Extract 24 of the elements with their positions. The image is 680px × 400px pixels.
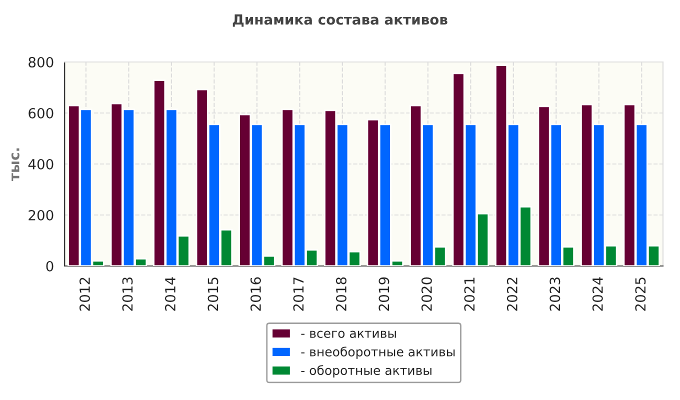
x-tick-label: 2012 — [79, 278, 90, 311]
legend-label: - всего активы — [301, 330, 396, 338]
x-tick-label: 2018 — [336, 277, 346, 311]
x-tick-label: 2024 — [592, 277, 603, 311]
y-tick-label: 800 — [28, 56, 54, 68]
x-tick-label: 2025 — [635, 278, 646, 311]
x-tick-label: 2017 — [293, 278, 304, 311]
x-tick-label: 2019 — [378, 277, 390, 311]
x-tick-label: 2021 — [464, 278, 475, 311]
x-tick-label: 2015 — [208, 278, 218, 311]
x-tick-label: 2023 — [550, 278, 560, 311]
y-tick-label: 600 — [28, 108, 54, 118]
legend-label: - оборотные активы — [301, 365, 432, 378]
y-tick-label: 200 — [28, 210, 54, 220]
y-axis-title: тыс. — [11, 148, 20, 182]
legend-label: - внеоборотные активы — [301, 346, 455, 359]
x-tick-label: 2014 — [164, 277, 176, 311]
x-tick-label: 2016 — [250, 277, 261, 311]
x-tick-label: 2020 — [421, 277, 432, 311]
x-tick-label: 2022 — [506, 278, 518, 311]
chart-title: Динамика состава активов — [232, 14, 448, 27]
x-tick-label: 2013 — [122, 278, 133, 311]
y-tick-label: 0 — [46, 260, 54, 272]
y-tick-label: 400 — [28, 158, 54, 170]
